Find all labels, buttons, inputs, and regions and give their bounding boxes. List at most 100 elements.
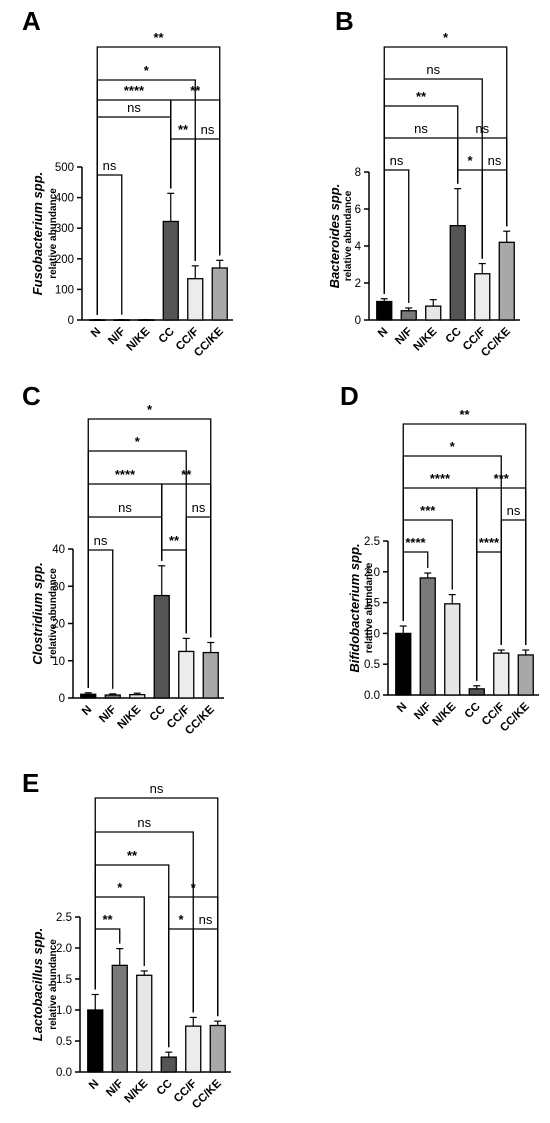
y-tick-label: 2.0 — [364, 567, 380, 579]
panel-letter: B — [335, 6, 354, 36]
y-axis-subtitle: relative abundance — [343, 190, 354, 281]
panel-a: A 0 100 200 300 400 500 Fusobacterium spp. relat… — [22, 6, 233, 359]
y-axis-subtitle: relative abundance — [48, 939, 59, 1030]
significance-label: ns — [390, 153, 404, 168]
significance-label: ns — [150, 781, 164, 796]
significance-label: ns — [488, 153, 502, 168]
x-tick-label: N — [80, 704, 94, 718]
y-tick-label: 8 — [355, 167, 361, 179]
bar-n-f — [104, 694, 121, 699]
panel-e: E 0.0 0.5 1.0 1.5 2.0 2.5 Lactobacillus spp. rel… — [22, 768, 231, 1111]
significance-bracket — [96, 79, 196, 315]
y-tick-label: 6 — [355, 204, 361, 216]
significance-label: ns — [507, 503, 521, 518]
y-axis-title: Bacteroides spp. — [327, 184, 342, 289]
y-tick-label: 2 — [355, 278, 361, 290]
bar-n — [395, 632, 412, 696]
y-tick-label: 0.0 — [56, 1067, 72, 1079]
bar-n-f — [111, 964, 128, 1073]
bar-cc-f — [185, 1025, 202, 1073]
x-tick-label: N/KE — [115, 703, 143, 731]
y-tick-label: 2.5 — [56, 912, 72, 924]
y-axis-subtitle: relative abundance — [364, 562, 375, 653]
significance-label: ns — [103, 158, 117, 173]
y-tick-label: 0 — [59, 693, 65, 705]
x-tick-label: CC — [157, 326, 177, 346]
bar-cc-ke — [202, 651, 219, 699]
y-tick-label: 100 — [55, 284, 74, 296]
x-tick-label: CC — [463, 701, 483, 721]
y-tick-label: 0.5 — [56, 1036, 72, 1048]
y-axis-title: Fusobacterium spp. — [30, 172, 45, 296]
bar-cc-ke — [517, 654, 534, 696]
significance-label: ns — [94, 533, 108, 548]
bar-cc-ke — [211, 267, 228, 321]
y-axis-title: Clostridium spp. — [30, 562, 45, 665]
significance-bracket — [87, 450, 187, 688]
y-tick-label: 2.5 — [364, 536, 380, 548]
bar-n-ke — [444, 603, 461, 696]
y-axis-subtitle: relative abundance — [48, 568, 59, 659]
significance-bracket — [402, 487, 478, 681]
y-tick-label: 1.0 — [56, 1005, 72, 1017]
y-tick-label: 40 — [52, 544, 65, 556]
y-axis-subtitle: relative abundance — [48, 188, 59, 279]
bar-cc-f — [474, 273, 491, 321]
significance-label: ns — [201, 122, 215, 137]
x-tick-label: N/KE — [411, 325, 439, 353]
significance-label: * — [135, 434, 141, 449]
x-tick-label: N/KE — [122, 1077, 150, 1105]
y-tick-label: 1.0 — [364, 628, 380, 640]
y-tick-label: 500 — [55, 162, 74, 174]
significance-bracket — [185, 516, 212, 638]
significance-bracket — [500, 519, 527, 646]
significance-bracket — [383, 78, 483, 294]
y-tick-label: 1.5 — [56, 974, 72, 986]
y-tick-label: 30 — [52, 581, 65, 593]
x-tick-label: N/KE — [430, 700, 458, 728]
y-tick-label: 20 — [52, 619, 65, 631]
x-tick-label: CC — [444, 326, 464, 346]
significance-label: ** — [153, 30, 164, 45]
bar-cc — [468, 688, 485, 696]
significance-bracket — [96, 116, 172, 315]
bar-cc — [160, 1056, 177, 1073]
significance-label: ** — [169, 533, 180, 548]
panel-letter: C — [22, 381, 41, 411]
significance-label: * — [467, 153, 473, 168]
bar-n-ke — [136, 974, 153, 1073]
significance-bracket — [87, 418, 212, 688]
x-tick-label: N — [87, 1078, 101, 1092]
y-tick-label: 200 — [55, 254, 74, 266]
significance-bracket — [96, 174, 123, 315]
significance-label: **** — [430, 471, 451, 486]
significance-label: ns — [414, 121, 428, 136]
bar-cc — [162, 220, 179, 321]
y-tick-label: 400 — [55, 193, 74, 205]
bar-cc — [153, 594, 170, 699]
significance-label: ** — [178, 122, 189, 137]
significance-label: ns — [137, 815, 151, 830]
bar-n-f — [400, 310, 417, 321]
significance-label: ns — [127, 100, 141, 115]
significance-label: ns — [118, 500, 132, 515]
bar-n — [376, 300, 393, 321]
bar-cc-f — [187, 278, 204, 321]
bar-cc-ke — [209, 1024, 226, 1073]
significance-label: ** — [102, 912, 113, 927]
significance-bracket — [194, 138, 221, 261]
significance-label: ** — [416, 89, 427, 104]
y-tick-label: 0 — [355, 315, 361, 327]
significance-label: * — [450, 439, 456, 454]
significance-bracket — [87, 549, 114, 689]
significance-label: * — [117, 880, 123, 895]
significance-label: **** — [479, 535, 500, 550]
significance-label: **** — [115, 467, 136, 482]
y-tick-label: 4 — [355, 241, 362, 253]
significance-bracket — [94, 864, 170, 1048]
y-tick-label: 10 — [52, 656, 65, 668]
bar-cc-f — [493, 652, 510, 696]
significance-label: * — [178, 912, 184, 927]
